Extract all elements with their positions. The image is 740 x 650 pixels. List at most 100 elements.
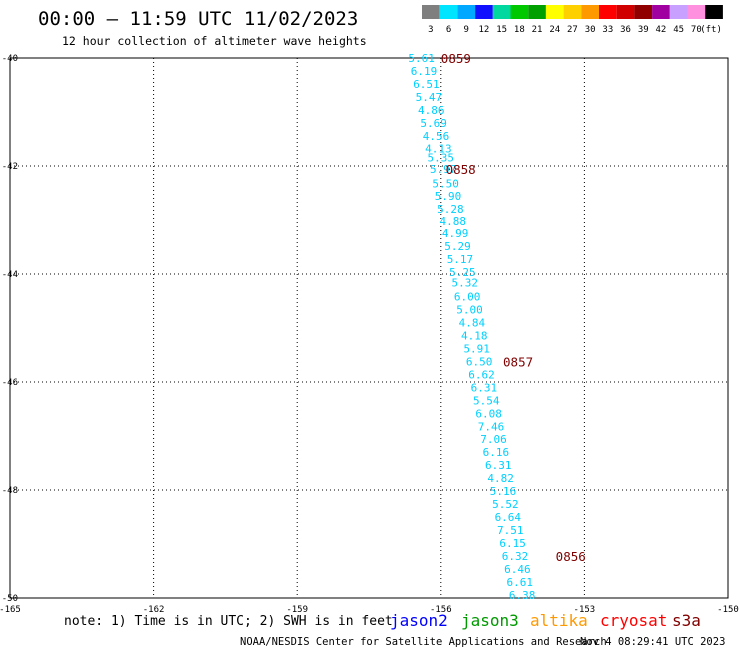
wave-height-label: 5.16 xyxy=(490,485,517,498)
color-scale-legend: 3 6 9 12 15 18 21 24 27 30 33 36 39 42 45 70(ft) xyxy=(422,5,723,35)
wave-height-label: 5.28 xyxy=(437,203,464,216)
colorbar-label: 21 xyxy=(532,25,543,35)
wave-height-label: 5.50 xyxy=(432,177,459,190)
wave-height-label: 5.29 xyxy=(444,240,471,253)
wave-height-label: 6.62 xyxy=(468,368,495,381)
colorbar-label: 18 xyxy=(514,25,525,35)
colorbar-label: 9 xyxy=(464,25,469,35)
wave-height-label: 6.64 xyxy=(495,511,522,524)
wave-height-label: 4.13 xyxy=(425,143,452,156)
chart-subtitle: 12 hour collection of altimeter wave hei… xyxy=(62,34,367,48)
colorbar-swatch xyxy=(510,5,529,19)
wave-height-label: 7.46 xyxy=(478,420,505,433)
colorbar-label: 27 xyxy=(567,25,578,35)
satellite-label-altika: altika xyxy=(530,611,588,630)
x-tick-label: -159 xyxy=(286,605,308,615)
colorbar-label: 12 xyxy=(479,25,490,35)
colorbar-unit: (ft) xyxy=(700,25,722,35)
wave-height-label: 6.31 xyxy=(471,381,498,394)
satellite-legend: jason2 jason3 altika cryosat s3a xyxy=(390,611,701,630)
wave-height-label: 6.51 xyxy=(413,78,440,91)
wave-height-label: 6.50 xyxy=(466,355,493,368)
y-tick-label: -46 xyxy=(2,378,18,388)
wave-height-label: 6.61 xyxy=(507,576,534,589)
colorbar-swatch xyxy=(563,5,582,19)
wave-height-label: 5.32 xyxy=(451,277,478,290)
colorbar-swatch xyxy=(669,5,688,19)
wave-height-label: 5.91 xyxy=(463,343,490,356)
colorbar-swatch xyxy=(634,5,653,19)
wave-height-label: 6.08 xyxy=(475,407,502,420)
colorbar-swatch xyxy=(705,5,723,19)
time-annotation: 0858 xyxy=(446,162,476,177)
footer-credit: NOAA/NESDIS Center for Satellite Applica… xyxy=(240,636,607,648)
x-tick-label: -162 xyxy=(143,605,165,615)
colorbar-label: 6 xyxy=(446,25,451,35)
satellite-label-s3a: s3a xyxy=(672,611,701,630)
wave-height-label: 5.61 xyxy=(408,52,435,65)
wave-height-label: 6.19 xyxy=(411,65,438,78)
wave-height-label: 4.18 xyxy=(461,330,488,343)
footer-note: note: 1) Time is in UTC; 2) SWH is in fe… xyxy=(64,614,393,629)
wave-height-label: 5.90 xyxy=(435,190,462,203)
plot-area: -165 -162 -159 -156 -153 -150 -40 -42 -44 -46 -48 -… xyxy=(0,51,739,615)
colorbar-swatch xyxy=(652,5,670,19)
colorbar-label: 39 xyxy=(638,25,649,35)
wave-height-label: 4.88 xyxy=(440,215,467,228)
satellite-label-jason3: jason3 xyxy=(461,611,519,630)
colorbar-swatch xyxy=(616,5,635,19)
wave-height-label: 5.69 xyxy=(420,117,447,130)
colorbar-label: 70 xyxy=(691,25,702,35)
satellite-label-cryosat: cryosat xyxy=(600,611,667,630)
wave-height-label: 5.97 xyxy=(430,163,457,176)
colorbar-label: 45 xyxy=(673,25,684,35)
wave-height-label: 4.86 xyxy=(418,104,445,117)
colorbar-label: 15 xyxy=(496,25,507,35)
chart-title: 00:00 – 11:59 UTC 11/02/2023 xyxy=(38,8,358,30)
x-tick-label: -156 xyxy=(430,605,452,615)
wave-height-label: 6.32 xyxy=(502,550,529,563)
wave-height-label: 5.00 xyxy=(456,304,483,317)
colorbar-label: 24 xyxy=(549,25,560,35)
colorbar-swatch xyxy=(687,5,706,19)
x-tick-label: -150 xyxy=(717,605,739,615)
colorbar-swatch xyxy=(599,5,617,19)
footer-timestamp: Nov 4 08:29:41 UTC 2023 xyxy=(580,636,725,648)
y-tick-label: -48 xyxy=(2,486,18,496)
wave-height-label: 5.25 xyxy=(449,266,476,279)
time-annotation: 0857 xyxy=(503,354,533,369)
wave-height-label: 4.84 xyxy=(459,317,486,330)
wave-height-label: 6.46 xyxy=(504,563,531,576)
wave-height-label: 6.00 xyxy=(454,291,481,304)
satellite-label-jason2: jason2 xyxy=(390,611,448,630)
colorbar-label: 3 xyxy=(428,25,433,35)
wave-height-label: 5.54 xyxy=(473,394,500,407)
plot-frame xyxy=(9,57,729,599)
wave-height-label: 6.31 xyxy=(485,459,512,472)
y-tick-label: -44 xyxy=(2,270,18,280)
wave-height-label: 4.99 xyxy=(442,227,469,240)
wave-height-label: 5.47 xyxy=(416,91,443,104)
colorbar-label: 33 xyxy=(602,25,613,35)
y-tick-label: -42 xyxy=(2,162,18,172)
x-tick-label: -153 xyxy=(574,605,596,615)
wave-height-label: 7.06 xyxy=(480,433,507,446)
wave-height-label: 6.38 xyxy=(509,589,536,602)
colorbar-swatch xyxy=(457,5,476,19)
colorbar-swatch xyxy=(422,5,440,19)
colorbar-swatch xyxy=(545,5,564,19)
y-tick-label: -40 xyxy=(2,54,18,64)
wave-height-label: 6.16 xyxy=(483,446,510,459)
wave-height-label: 7.51 xyxy=(497,524,524,537)
colorbar-label: 42 xyxy=(656,25,667,35)
wave-height-label: 5.17 xyxy=(447,253,474,266)
time-annotation: 0859 xyxy=(441,51,471,66)
wave-height-label: 4.82 xyxy=(487,472,514,485)
wave-height-label: 5.35 xyxy=(428,151,455,164)
colorbar-swatch xyxy=(492,5,511,19)
colorbar-label: 36 xyxy=(620,25,631,35)
time-annotation: 0856 xyxy=(556,549,586,564)
colorbar-swatch xyxy=(528,5,546,19)
wave-height-label: 6.15 xyxy=(499,537,526,550)
